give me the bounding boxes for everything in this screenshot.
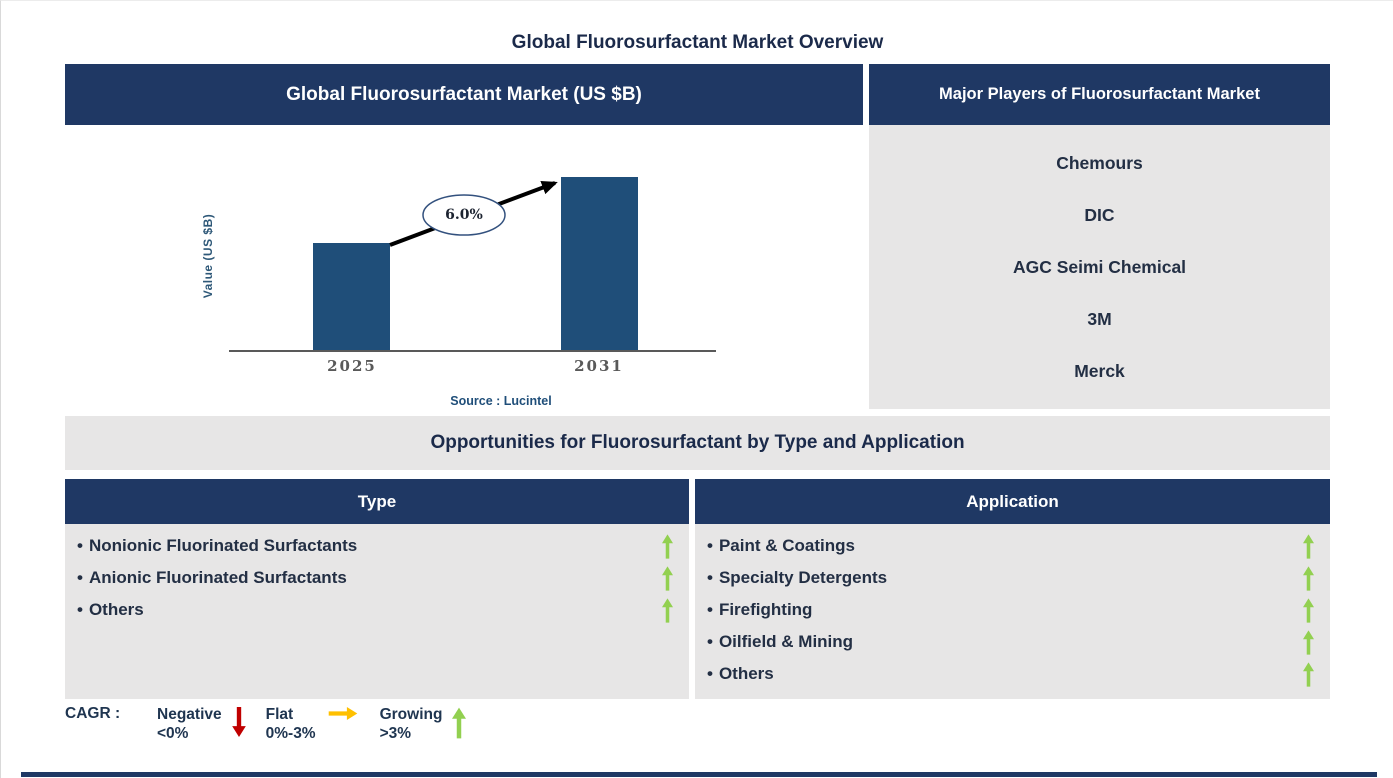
page-title: Global Fluorosurfactant Market Overview	[511, 32, 884, 53]
legend-entry-text: Growing >3%	[380, 705, 443, 743]
legend-entry-text: Flat 0%-3%	[266, 705, 316, 743]
opportunities-title: Opportunities for Fluorosurfactant by Ty…	[430, 432, 965, 453]
item-label: • Oilfield & Mining	[707, 632, 854, 651]
trend-up-icon	[1303, 597, 1314, 623]
bullet: •	[707, 568, 713, 587]
list-item: • Specialty Detergents	[695, 562, 1330, 594]
list-item: • Oilfield & Mining	[695, 626, 1330, 658]
trend-up-icon	[662, 597, 673, 623]
trend-up-icon	[1303, 661, 1314, 687]
bullet: •	[77, 568, 83, 587]
legend-entry-range: 0%-3%	[265, 725, 316, 742]
opportunities-banner: Opportunities for Fluorosurfactant by Ty…	[65, 416, 1330, 470]
bullet: •	[77, 600, 83, 619]
trend-up-icon	[1303, 533, 1314, 559]
legend-entry-text: Negative <0%	[157, 705, 222, 743]
player-item: 3M	[1087, 308, 1112, 329]
players-list: Chemours DIC AGC Seimi Chemical 3M Merck	[869, 125, 1330, 409]
market-chart-header: Global Fluorosurfactant Market (US $B)	[65, 64, 863, 125]
legend-entry-name: Growing	[379, 706, 443, 723]
list-item: • Paint & Coatings	[695, 530, 1330, 562]
y-axis-label: Value (US $B)	[201, 213, 215, 299]
players-header-label: Major Players of Fluorosurfactant Market	[939, 85, 1260, 103]
bottom-accent-bar	[21, 772, 1377, 777]
item-label: • Specialty Detergents	[707, 568, 888, 587]
x-tick-2025: 2025	[327, 357, 377, 375]
list-item: • Nonionic Fluorinated Surfactants	[65, 530, 689, 562]
legend-down-arrow-icon	[231, 707, 246, 737]
bullet: •	[707, 632, 713, 651]
legend-entry: Flat 0%-3%	[266, 705, 364, 743]
type-header: Type	[65, 479, 689, 524]
market-chart-header-label: Global Fluorosurfactant Market (US $B)	[286, 83, 642, 105]
item-label: • Paint & Coatings	[707, 536, 855, 555]
item-label: • Nonionic Fluorinated Surfactants	[77, 536, 358, 555]
bullet: •	[77, 536, 83, 555]
players-header: Major Players of Fluorosurfactant Market	[869, 64, 1330, 125]
list-item: • Others	[695, 658, 1330, 690]
item-label: • Anionic Fluorinated Surfactants	[77, 568, 347, 587]
legend-entry-name: Negative	[157, 706, 222, 723]
trend-up-icon	[662, 533, 673, 559]
type-list: • Nonionic Fluorinated Surfactants • Anioni…	[65, 524, 689, 699]
bullet: •	[707, 600, 713, 619]
bullet: •	[707, 664, 713, 683]
market-bar-chart: Value (US $B) 6.0% 2025 2031 Source : Lu…	[65, 125, 863, 415]
application-header: Application	[695, 479, 1330, 524]
plot-area	[229, 125, 716, 352]
item-label: • Firefighting	[707, 600, 813, 619]
type-header-label: Type	[357, 491, 397, 511]
bullet: •	[707, 536, 713, 555]
trend-up-icon	[662, 565, 673, 591]
player-item: Merck	[1074, 360, 1125, 381]
legend-up-arrow-icon	[452, 707, 467, 739]
bar-2025	[313, 243, 390, 350]
source-label: Source : Lucintel	[450, 394, 552, 408]
player-item: DIC	[1084, 204, 1115, 225]
legend-entries: Negative <0% Flat 0%-3% Growing >3%	[157, 705, 486, 743]
bar-2031	[561, 177, 638, 350]
trend-up-icon	[1303, 565, 1314, 591]
item-label: • Others	[707, 664, 774, 683]
legend-entry: Negative <0%	[157, 705, 250, 743]
legend-label: CAGR :	[65, 705, 121, 722]
legend-right-arrow-icon	[326, 707, 360, 720]
player-item: AGC Seimi Chemical	[1012, 256, 1187, 277]
list-item: • Firefighting	[695, 594, 1330, 626]
legend-entry: Growing >3%	[380, 705, 471, 743]
item-label: • Others	[77, 600, 144, 619]
legend-entry-name: Flat	[265, 706, 294, 723]
list-item: • Others	[65, 594, 689, 626]
list-item: • Anionic Fluorinated Surfactants	[65, 562, 689, 594]
legend-entry-range: >3%	[379, 725, 412, 742]
application-list: • Paint & Coatings • Specialty Detergents • F…	[695, 524, 1330, 699]
cagr-label: 6.0%	[445, 207, 483, 223]
x-tick-2031: 2031	[574, 357, 624, 375]
trend-up-icon	[1303, 629, 1314, 655]
application-header-label: Application	[966, 491, 1059, 511]
legend-entry-range: <0%	[157, 725, 189, 742]
cagr-legend: CAGR : Negative <0% Flat 0%-3% Growing >3%	[65, 705, 486, 743]
player-item: Chemours	[1056, 152, 1143, 173]
